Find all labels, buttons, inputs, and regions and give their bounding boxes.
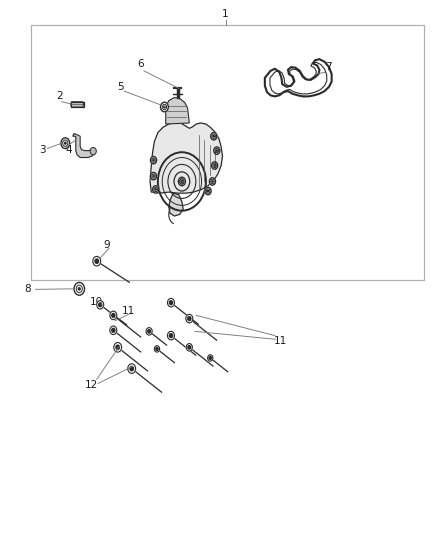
Circle shape bbox=[78, 288, 80, 290]
Circle shape bbox=[130, 366, 134, 371]
Circle shape bbox=[110, 326, 117, 335]
Bar bbox=[71, 102, 84, 107]
Circle shape bbox=[153, 159, 154, 161]
Text: 11: 11 bbox=[273, 336, 287, 346]
Circle shape bbox=[90, 148, 96, 155]
Circle shape bbox=[167, 298, 174, 307]
Text: 6: 6 bbox=[137, 60, 144, 69]
Circle shape bbox=[209, 177, 215, 185]
Text: 2: 2 bbox=[57, 91, 63, 101]
Circle shape bbox=[170, 301, 173, 304]
Circle shape bbox=[208, 355, 213, 361]
Circle shape bbox=[156, 348, 158, 350]
Circle shape bbox=[97, 301, 104, 309]
Circle shape bbox=[209, 357, 212, 359]
Polygon shape bbox=[169, 193, 183, 216]
Circle shape bbox=[64, 142, 66, 144]
Circle shape bbox=[74, 282, 85, 295]
Circle shape bbox=[114, 343, 122, 352]
Circle shape bbox=[213, 135, 214, 137]
Circle shape bbox=[99, 303, 102, 306]
Polygon shape bbox=[73, 134, 95, 158]
Text: 4: 4 bbox=[65, 144, 72, 155]
Circle shape bbox=[214, 147, 220, 155]
Circle shape bbox=[164, 106, 165, 108]
Circle shape bbox=[214, 165, 215, 166]
Circle shape bbox=[170, 334, 173, 337]
Text: 1: 1 bbox=[222, 9, 229, 19]
Bar bbox=[71, 102, 84, 107]
Circle shape bbox=[154, 346, 159, 352]
Circle shape bbox=[167, 332, 174, 340]
Circle shape bbox=[216, 150, 217, 151]
Polygon shape bbox=[71, 102, 84, 107]
Circle shape bbox=[188, 317, 191, 320]
Text: 7: 7 bbox=[325, 62, 332, 72]
Circle shape bbox=[155, 189, 156, 190]
Polygon shape bbox=[166, 98, 189, 124]
Text: 12: 12 bbox=[85, 379, 98, 390]
Circle shape bbox=[211, 133, 217, 140]
Circle shape bbox=[205, 187, 211, 195]
Circle shape bbox=[150, 157, 156, 164]
Circle shape bbox=[153, 175, 154, 177]
Text: 5: 5 bbox=[117, 82, 124, 92]
Text: 10: 10 bbox=[89, 297, 102, 307]
Text: 8: 8 bbox=[25, 285, 31, 294]
Text: 9: 9 bbox=[103, 240, 110, 250]
Circle shape bbox=[186, 344, 192, 351]
Circle shape bbox=[188, 345, 191, 349]
Bar bbox=[31, 25, 424, 280]
Circle shape bbox=[95, 259, 99, 263]
Circle shape bbox=[61, 138, 70, 149]
Circle shape bbox=[112, 313, 115, 317]
Circle shape bbox=[148, 330, 151, 333]
Circle shape bbox=[186, 314, 193, 323]
Text: 3: 3 bbox=[39, 144, 46, 155]
Polygon shape bbox=[150, 122, 223, 193]
Circle shape bbox=[110, 311, 117, 320]
Circle shape bbox=[150, 172, 156, 180]
Circle shape bbox=[212, 162, 218, 169]
Circle shape bbox=[116, 345, 120, 350]
Circle shape bbox=[180, 179, 184, 184]
Circle shape bbox=[112, 328, 115, 332]
Circle shape bbox=[93, 256, 101, 266]
Circle shape bbox=[160, 102, 168, 112]
Circle shape bbox=[146, 328, 152, 335]
Circle shape bbox=[128, 364, 136, 373]
Circle shape bbox=[212, 181, 213, 182]
Circle shape bbox=[152, 185, 159, 193]
Text: 11: 11 bbox=[122, 306, 135, 316]
